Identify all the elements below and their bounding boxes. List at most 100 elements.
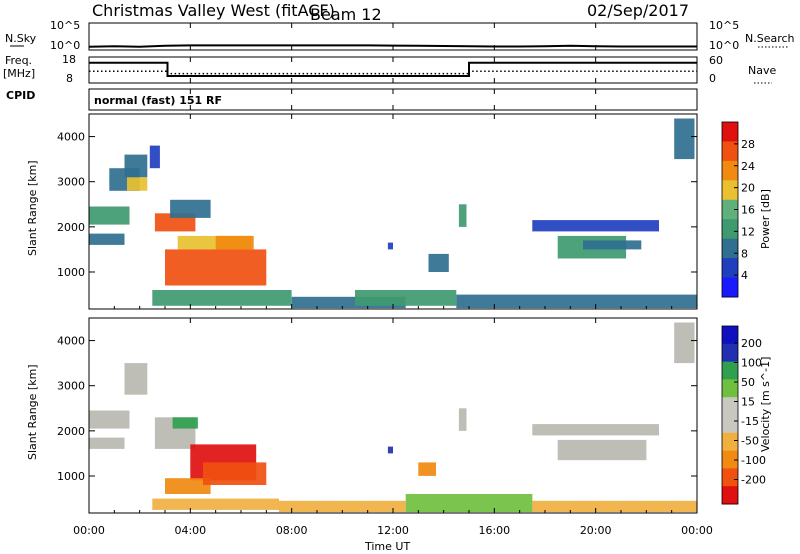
heatmap-cell	[674, 322, 695, 364]
velocity-colorbar-segment	[722, 415, 738, 434]
power-colorbar-tick-label: 12	[741, 225, 755, 238]
noise-tick-bottom-right: 10^0	[709, 39, 739, 52]
cpid-value: normal (fast) 151 RF	[94, 94, 222, 107]
velocity-colorbar-segment	[722, 361, 738, 380]
velocity-ytick-label: 4000	[57, 335, 85, 348]
power-ytick-label: 2000	[57, 221, 85, 234]
heatmap-cell	[557, 439, 647, 461]
heatmap-cell	[152, 498, 279, 510]
power-y-label: Slant Range [km]	[26, 160, 39, 256]
heatmap-cell	[387, 446, 393, 454]
heatmap-cell	[418, 462, 436, 476]
velocity-heatmap	[89, 322, 697, 513]
power-colorbar-tick-label: 28	[741, 138, 755, 151]
heatmap-cell	[458, 204, 467, 227]
velocity-ytick-label: 3000	[57, 380, 85, 393]
time-x-axis: 00:00 04:00 08:00 12:00 16:00 20:00 00:00	[73, 23, 713, 537]
power-colorbar-tick-label: 20	[741, 182, 755, 195]
freq-label: Freq.	[5, 54, 32, 67]
heatmap-cell	[89, 206, 130, 225]
heatmap-cell	[203, 462, 267, 485]
velocity-ytick-label: 2000	[57, 425, 85, 438]
power-y-axis: 1000 2000 3000 4000	[57, 131, 697, 279]
power-colorbar-segment	[722, 141, 738, 162]
velocity-colorbar-segment	[722, 450, 738, 469]
velocity-colorbar-tick-label: 200	[741, 337, 762, 350]
power-colorbar-tick-label: 16	[741, 204, 755, 217]
frequency-line	[89, 61, 697, 77]
velocity-y-label: Slant Range [km]	[26, 364, 39, 460]
power-ytick-label: 3000	[57, 176, 85, 189]
freq-units-label: [MHz]	[3, 67, 35, 80]
power-colorbar-segment	[722, 122, 738, 142]
heatmap-cell	[89, 233, 125, 245]
heatmap-cell	[124, 154, 148, 178]
heatmap-cell	[674, 118, 695, 160]
power-colorbar-label: Power [dB]	[759, 189, 772, 249]
power-ytick-label: 1000	[57, 266, 85, 279]
velocity-colorbar-tick-label: -100	[741, 454, 766, 467]
x-tick-label: 00:00	[73, 524, 105, 537]
heatmap-cell	[170, 199, 211, 218]
cpid-label: CPID	[6, 89, 35, 102]
nave-label: Nave	[748, 64, 776, 77]
heatmap-cell	[405, 494, 533, 513]
heatmap-cell	[387, 242, 393, 250]
plot-title: Christmas Valley West (fitACF)	[92, 1, 335, 20]
nsky-label: N.Sky	[5, 32, 37, 45]
heatmap-cell	[532, 500, 697, 513]
heatmap-cell	[172, 417, 198, 429]
x-tick-label: 04:00	[174, 524, 206, 537]
date-label: 02/Sep/2017	[587, 1, 689, 20]
velocity-colorbar-segment	[722, 432, 738, 452]
noise-tick-top-left: 10^5	[50, 19, 80, 32]
power-colorbar-segment	[722, 219, 738, 240]
heatmap-cell	[428, 253, 449, 272]
heatmap-cell	[532, 220, 659, 232]
velocity-colorbar-segment	[722, 486, 738, 505]
velocity-colorbar-frame	[721, 325, 739, 505]
power-colorbar: 28 24 20 16 12 8 4	[721, 121, 755, 298]
power-colorbar-tick-label: 4	[741, 269, 748, 282]
velocity-colorbar-tick-label: 15	[741, 396, 755, 409]
velocity-colorbar-tick-label: -50	[741, 435, 759, 448]
heatmap-cell	[152, 290, 292, 306]
velocity-colorbar-tick-label: -15	[741, 415, 759, 428]
heatmap-cell	[532, 424, 659, 436]
noise-tick-bottom-left: 10^0	[50, 39, 80, 52]
x-tick-label: 20:00	[580, 524, 612, 537]
nave-line	[89, 70, 697, 75]
beam-label: Beam 12	[310, 5, 382, 24]
heatmap-cell	[89, 410, 130, 429]
velocity-colorbar-segment	[722, 379, 738, 398]
velocity-colorbar-segment	[722, 468, 738, 487]
power-colorbar-segment	[722, 160, 738, 181]
x-tick-label: 00:00	[681, 524, 713, 537]
heatmap-cell	[127, 177, 148, 191]
power-colorbar-segment	[722, 238, 738, 259]
freq-tick-8: 8	[66, 72, 73, 85]
velocity-colorbar-segment	[722, 343, 738, 363]
velocity-y-axis: 1000 2000 3000 4000	[57, 335, 697, 483]
nave-tick-0: 0	[709, 72, 716, 85]
power-ytick-label: 4000	[57, 131, 85, 144]
heatmap-cell	[124, 363, 148, 395]
heatmap-cell	[583, 240, 642, 250]
heatmap-cell	[458, 408, 467, 431]
x-tick-label: 12:00	[377, 524, 409, 537]
frequency-series	[89, 61, 697, 77]
nave-tick-60: 60	[709, 54, 723, 67]
velocity-colorbar-segment	[722, 397, 738, 416]
velocity-ytick-label: 1000	[57, 470, 85, 483]
heatmap-cell	[279, 500, 406, 513]
velocity-colorbar: 200 100 50 15 -15 -50 -100 -200	[721, 325, 766, 505]
heatmap-cell	[355, 290, 457, 306]
nsearch-label: N.Search	[745, 32, 795, 45]
power-colorbar-segment	[722, 277, 738, 298]
velocity-colorbar-tick-label: 100	[741, 357, 762, 370]
velocity-colorbar-label: Velocity [m s^-1]	[759, 357, 772, 452]
heatmap-cell	[89, 437, 125, 449]
power-heatmap	[89, 118, 697, 309]
x-tick-label: 08:00	[276, 524, 308, 537]
